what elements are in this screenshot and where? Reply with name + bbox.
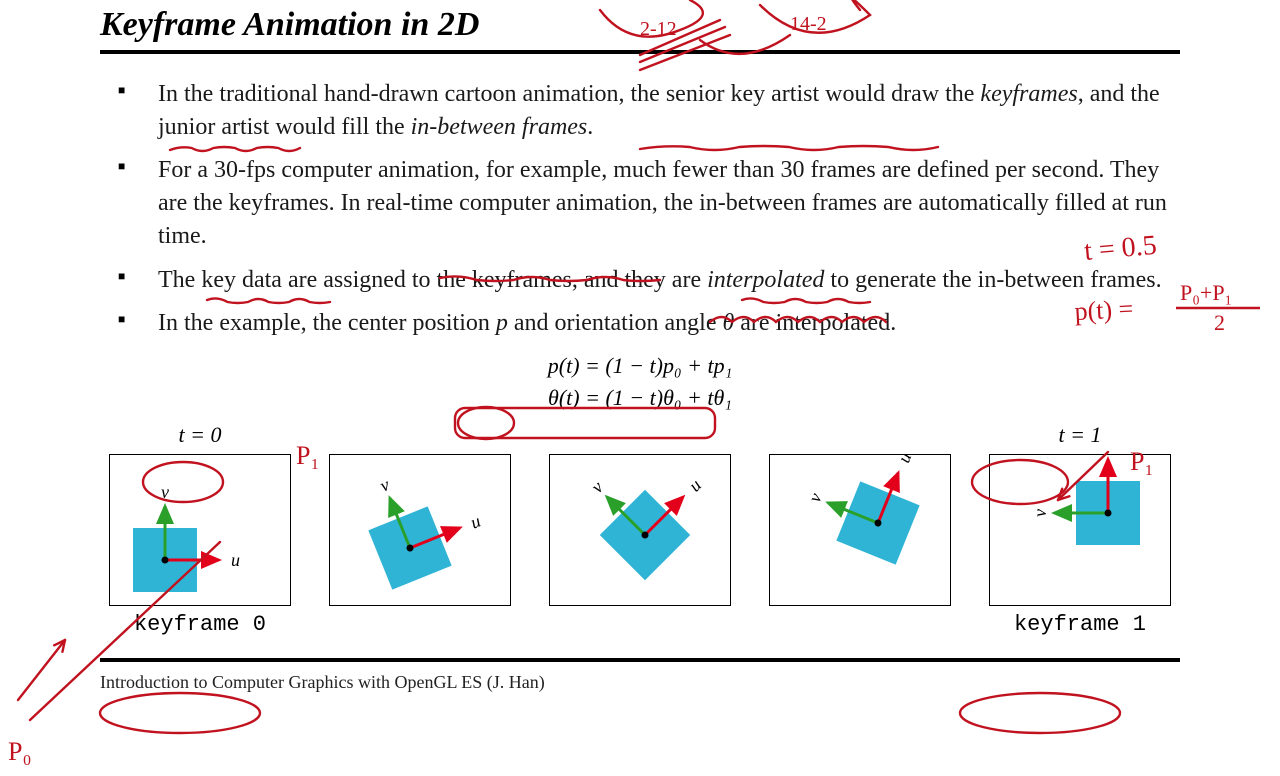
svg-text:u: u [231, 550, 240, 570]
frame-col-4: t = 1 uv keyframe 1 [980, 422, 1180, 638]
text: to generate the in-between frames. [824, 267, 1161, 293]
emph-keyframes: keyframes [980, 81, 1077, 107]
svg-text:v: v [1030, 509, 1050, 517]
math-p: p [496, 310, 508, 336]
svg-text:v: v [804, 490, 826, 505]
t-label-empty [760, 422, 960, 452]
text: . [587, 114, 593, 140]
bullet-1: In the traditional hand-drawn cartoon an… [100, 78, 1180, 144]
frames-row: t = 0 uv keyframe 0 uv uv uv t = 1 uv ke… [100, 422, 1180, 638]
bullet-3: The key data are assigned to the keyfram… [100, 264, 1180, 297]
frame-box-0: uv [109, 454, 291, 606]
bullet-4: In the example, the center position p an… [100, 307, 1180, 340]
emph-interpolated: interpolated [707, 267, 824, 293]
frame-col-1: uv [320, 422, 520, 638]
bottom-rule [100, 658, 1180, 662]
t-label-empty [540, 422, 740, 452]
t-label-end: t = 1 [980, 422, 1180, 452]
text: and orientation angle [508, 310, 723, 336]
keyframe-empty-label [760, 612, 960, 638]
svg-text:v: v [161, 482, 169, 502]
bullet-2: For a 30-fps computer animation, for exa… [100, 154, 1180, 253]
slide-footer: Introduction to Computer Graphics with O… [100, 672, 1180, 697]
t-label-start: t = 0 [100, 422, 300, 452]
keyframe-0-label: keyframe 0 [100, 612, 300, 638]
interpolation-formulae: p(t) = (1 − t)p₀ + tp₁ θ(t) = (1 − t)θ₀ … [100, 350, 1180, 414]
frame-box-2: uv [549, 454, 731, 606]
t-label-empty [320, 422, 520, 452]
formula-theta: θ(t) = (1 − t)θ₀ + tθ₁ [100, 382, 1180, 414]
keyframe-empty-label [540, 612, 740, 638]
svg-text:u: u [685, 474, 706, 495]
text: are interpolated. [734, 310, 896, 336]
keyframe-1-label: keyframe 1 [980, 612, 1180, 638]
svg-text:u: u [467, 510, 483, 532]
svg-text:v: v [377, 474, 392, 496]
formula-p: p(t) = (1 − t)p₀ + tp₁ [100, 350, 1180, 382]
text: In the example, the center position [158, 310, 496, 336]
math-theta: θ [722, 310, 734, 336]
frame-col-2: uv [540, 422, 740, 638]
svg-text:v: v [587, 477, 607, 497]
frame-box-3: uv [769, 454, 951, 606]
text: For a 30-fps computer animation, for exa… [158, 157, 1167, 249]
text: In the traditional hand-drawn cartoon an… [158, 81, 980, 107]
frame-box-1: uv [329, 454, 511, 606]
title-rule [100, 50, 1180, 54]
frame-col-3: uv [760, 422, 960, 638]
svg-text:u: u [893, 455, 915, 466]
frame-box-4: uv [989, 454, 1171, 606]
bullet-list: In the traditional hand-drawn cartoon an… [100, 78, 1180, 340]
keyframe-empty-label [320, 612, 520, 638]
slide-title: Keyframe Animation in 2D [100, 0, 1180, 44]
frame-col-0: t = 0 uv keyframe 0 [100, 422, 300, 638]
svg-text:P₀: P₀ [8, 737, 32, 766]
emph-in-between-frames: in-between frames [411, 114, 588, 140]
text: The key data are assigned to the keyfram… [158, 267, 707, 293]
